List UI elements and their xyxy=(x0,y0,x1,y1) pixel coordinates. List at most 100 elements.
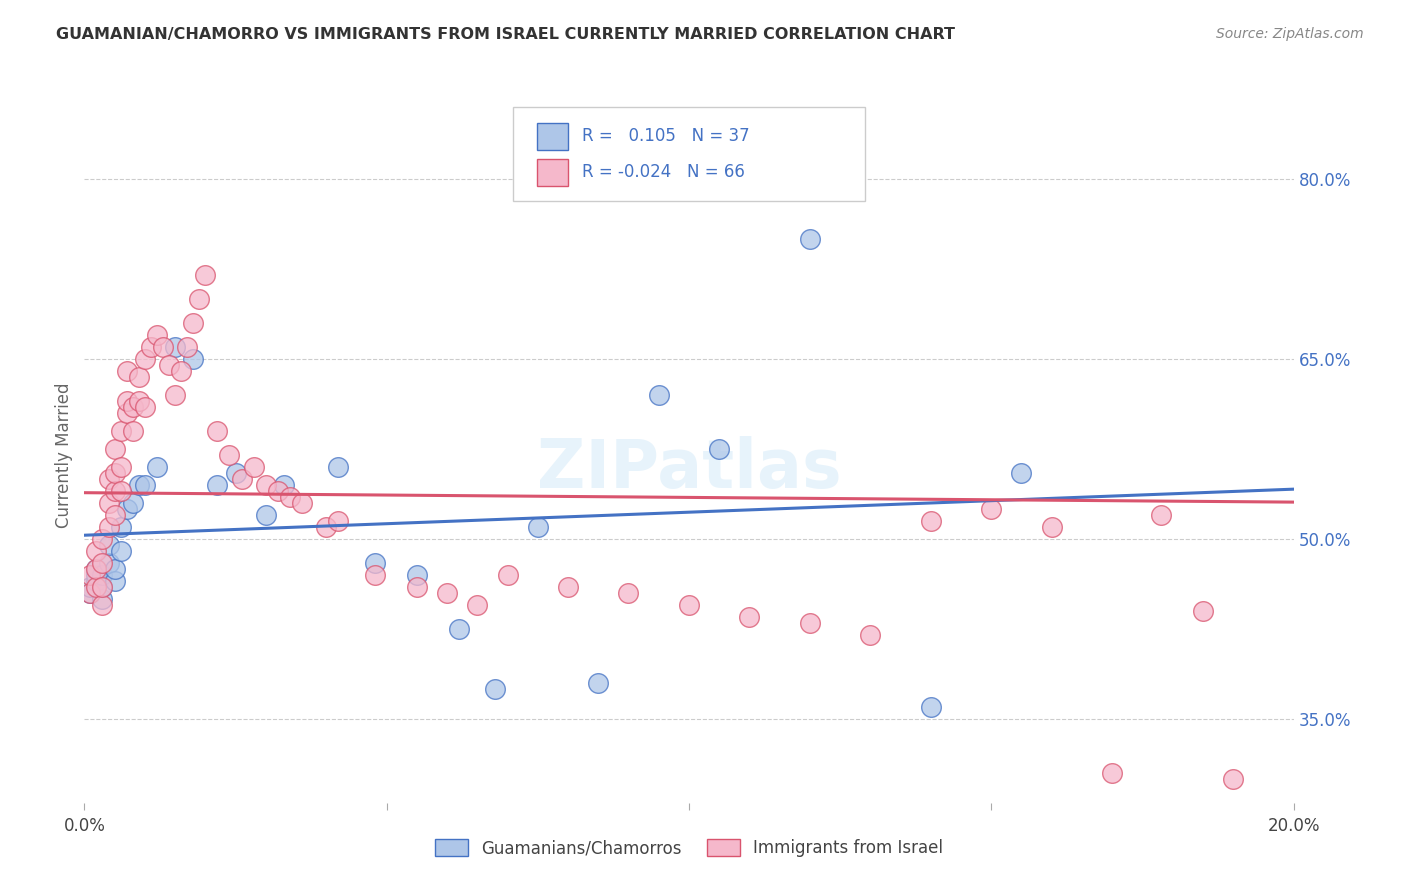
Point xyxy=(110,424,132,438)
Point xyxy=(181,351,204,366)
Point xyxy=(97,496,120,510)
Point xyxy=(436,586,458,600)
Point xyxy=(278,490,301,504)
Point xyxy=(134,478,156,492)
Point xyxy=(91,591,114,606)
Point xyxy=(1192,604,1215,618)
Point xyxy=(91,580,114,594)
Point xyxy=(920,699,942,714)
Point xyxy=(449,622,471,636)
Point xyxy=(527,520,550,534)
Point xyxy=(1149,508,1171,522)
Point xyxy=(115,502,138,516)
Point xyxy=(1101,765,1123,780)
Point xyxy=(242,459,264,474)
Point xyxy=(104,508,127,522)
Point xyxy=(496,567,519,582)
Point xyxy=(170,364,193,378)
Point xyxy=(328,459,350,474)
Point xyxy=(128,393,150,408)
Point xyxy=(91,556,114,570)
Point xyxy=(139,340,162,354)
Point xyxy=(363,567,385,582)
Point xyxy=(648,388,671,402)
Point xyxy=(207,478,229,492)
Point xyxy=(86,574,108,588)
Point xyxy=(91,598,114,612)
Point xyxy=(588,676,610,690)
Point xyxy=(91,567,114,582)
Point xyxy=(110,520,132,534)
Point xyxy=(207,424,229,438)
Point xyxy=(165,388,187,402)
Point xyxy=(799,232,821,246)
Point xyxy=(617,586,640,600)
Point xyxy=(86,567,108,582)
Point xyxy=(128,478,150,492)
Point xyxy=(678,598,700,612)
Point xyxy=(79,586,101,600)
Point xyxy=(91,580,114,594)
Point xyxy=(254,508,277,522)
Point xyxy=(86,562,108,576)
Point xyxy=(406,567,429,582)
Point xyxy=(176,340,198,354)
Point xyxy=(134,351,156,366)
Point xyxy=(104,574,127,588)
Point xyxy=(328,514,350,528)
Point xyxy=(363,556,385,570)
Point xyxy=(225,466,247,480)
Point xyxy=(709,442,731,456)
Point xyxy=(273,478,295,492)
Point xyxy=(134,400,156,414)
Point xyxy=(738,610,761,624)
Point xyxy=(146,328,169,343)
Point xyxy=(165,340,187,354)
Point xyxy=(267,483,290,498)
Point xyxy=(291,496,314,510)
Point xyxy=(97,538,120,552)
Point xyxy=(218,448,240,462)
Point xyxy=(104,466,127,480)
Point xyxy=(128,370,150,384)
Point xyxy=(97,520,120,534)
Text: GUAMANIAN/CHAMORRO VS IMMIGRANTS FROM ISRAEL CURRENTLY MARRIED CORRELATION CHART: GUAMANIAN/CHAMORRO VS IMMIGRANTS FROM IS… xyxy=(56,27,955,42)
Point xyxy=(231,472,253,486)
Point xyxy=(157,358,180,372)
Point xyxy=(920,514,942,528)
Y-axis label: Currently Married: Currently Married xyxy=(55,382,73,528)
Point xyxy=(86,544,108,558)
Text: Source: ZipAtlas.com: Source: ZipAtlas.com xyxy=(1216,27,1364,41)
Point xyxy=(110,544,132,558)
Point xyxy=(79,586,101,600)
Point xyxy=(1011,466,1033,480)
Text: R = -0.024   N = 66: R = -0.024 N = 66 xyxy=(582,163,745,181)
Point xyxy=(121,400,143,414)
Point xyxy=(980,502,1002,516)
Text: ZIPatlas: ZIPatlas xyxy=(537,436,841,502)
Point xyxy=(146,459,169,474)
Point xyxy=(406,580,429,594)
Point xyxy=(110,459,132,474)
Point xyxy=(104,562,127,576)
Point xyxy=(557,580,579,594)
Point xyxy=(181,316,204,330)
Legend: Guamanians/Chamorros, Immigrants from Israel: Guamanians/Chamorros, Immigrants from Is… xyxy=(427,832,950,864)
Point xyxy=(79,580,101,594)
Point xyxy=(104,483,127,498)
Point xyxy=(152,340,174,354)
Point xyxy=(97,472,120,486)
Point xyxy=(315,520,337,534)
Point xyxy=(104,442,127,456)
Point xyxy=(79,567,101,582)
Point xyxy=(115,393,138,408)
Point xyxy=(467,598,489,612)
Point xyxy=(194,268,217,282)
Point xyxy=(254,478,277,492)
Point xyxy=(484,681,506,696)
Point xyxy=(86,580,108,594)
Text: R =   0.105   N = 37: R = 0.105 N = 37 xyxy=(582,128,749,145)
Point xyxy=(110,483,132,498)
Point xyxy=(115,406,138,420)
Point xyxy=(86,562,108,576)
